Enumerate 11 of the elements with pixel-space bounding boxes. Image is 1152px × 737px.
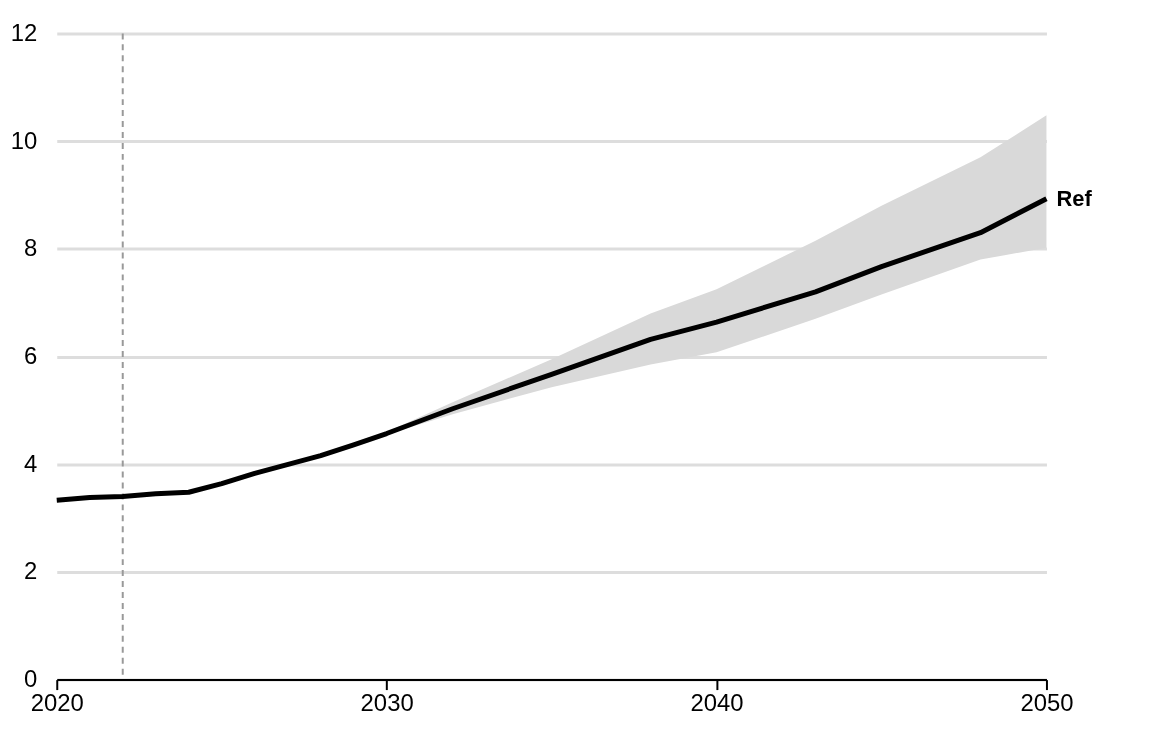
series-label: Ref: [1056, 185, 1093, 211]
y-tick-label: 8: [24, 234, 38, 262]
y-tick-label: 6: [24, 341, 38, 369]
y-tick-label: 4: [24, 449, 38, 477]
x-tick-label: 2030: [360, 688, 414, 716]
x-tick-label: 2040: [690, 688, 744, 716]
y-tick-label: 2: [24, 557, 38, 585]
y-tick-label: 10: [10, 126, 38, 154]
y-tick-label: 12: [10, 18, 38, 46]
line-series: [54, 196, 1049, 503]
x-tick-label: 2050: [1020, 688, 1074, 716]
